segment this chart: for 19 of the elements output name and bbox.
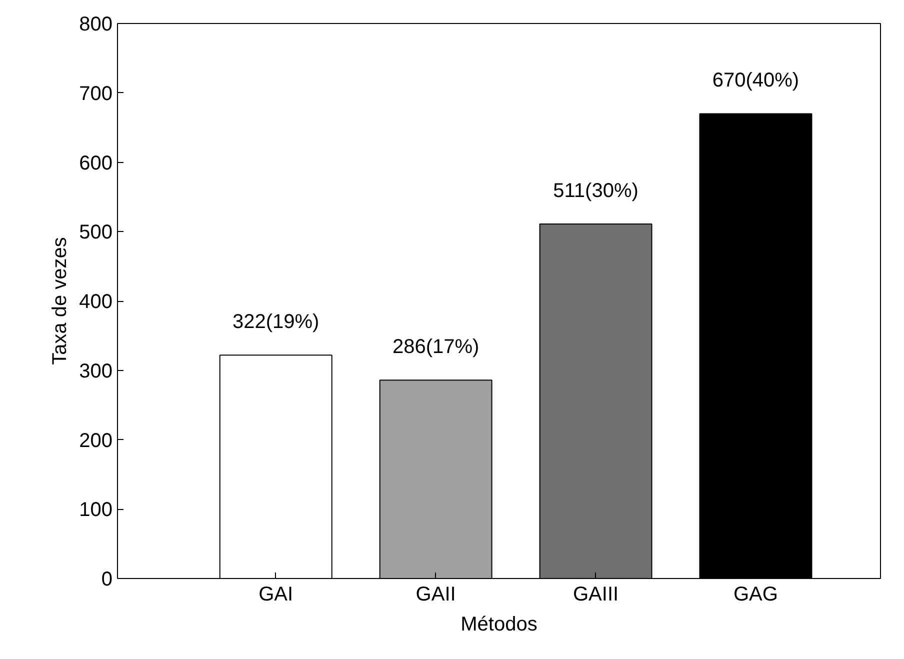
y-axis-title: Taxa de vezes [49, 237, 72, 365]
y-tick-label: 200 [79, 430, 113, 452]
y-tick-label: 100 [79, 499, 113, 522]
x-tick-label: GAIII [572, 584, 619, 606]
x-tick-label: GAG [734, 584, 778, 606]
data-label: 322(19%) [232, 311, 320, 334]
x-axis-title: Métodos [460, 614, 538, 636]
data-label: 670(40%) [712, 70, 800, 92]
data-label: 511(30%) [553, 180, 638, 202]
y-tick-label: 300 [79, 360, 113, 382]
y-tick-label: 800 [79, 14, 113, 36]
x-tick-label: GAII [416, 584, 456, 606]
y-tick-label: 0 [101, 568, 112, 590]
x-tick-label: GAI [258, 584, 294, 606]
y-tick-label: 400 [79, 291, 113, 313]
y-tick-label: 600 [79, 152, 113, 174]
data-label: 286(17%) [392, 336, 480, 358]
y-tick-label: 500 [79, 222, 113, 244]
y-tick-label: 700 [79, 82, 113, 105]
